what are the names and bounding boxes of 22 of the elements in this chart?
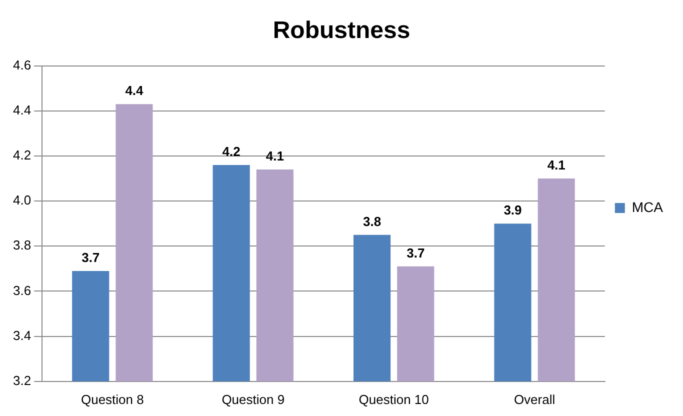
data-label: 3.7 <box>406 246 425 261</box>
data-label: 3.9 <box>504 202 522 218</box>
y-tick-label: 4.6 <box>12 57 32 72</box>
data-label: 4.4 <box>125 83 144 98</box>
data-label: 3.7 <box>82 250 100 266</box>
y-tick-label: 3.2 <box>12 372 32 388</box>
x-tick-label: Question 9 <box>222 392 285 407</box>
chart-title: Robustness <box>272 17 410 44</box>
x-tick-label: Overall <box>514 392 556 407</box>
data-label: 3.8 <box>362 214 382 229</box>
legend-label: MCA <box>632 198 664 215</box>
x-tick-label: Question 8 <box>80 392 144 407</box>
data-label: 4.1 <box>266 148 284 164</box>
data-label: 4.1 <box>547 158 566 173</box>
y-tick-label: 3.4 <box>12 328 32 343</box>
y-tick-label: 4.4 <box>12 102 32 118</box>
y-tick-label: 3.6 <box>12 282 32 298</box>
y-tick-label: 4.0 <box>12 192 32 208</box>
y-tick-label: 3.8 <box>12 238 32 253</box>
y-tick-label: 4.2 <box>12 148 32 163</box>
x-tick-label: Question 10 <box>358 392 429 407</box>
data-label: 4.2 <box>222 144 240 160</box>
